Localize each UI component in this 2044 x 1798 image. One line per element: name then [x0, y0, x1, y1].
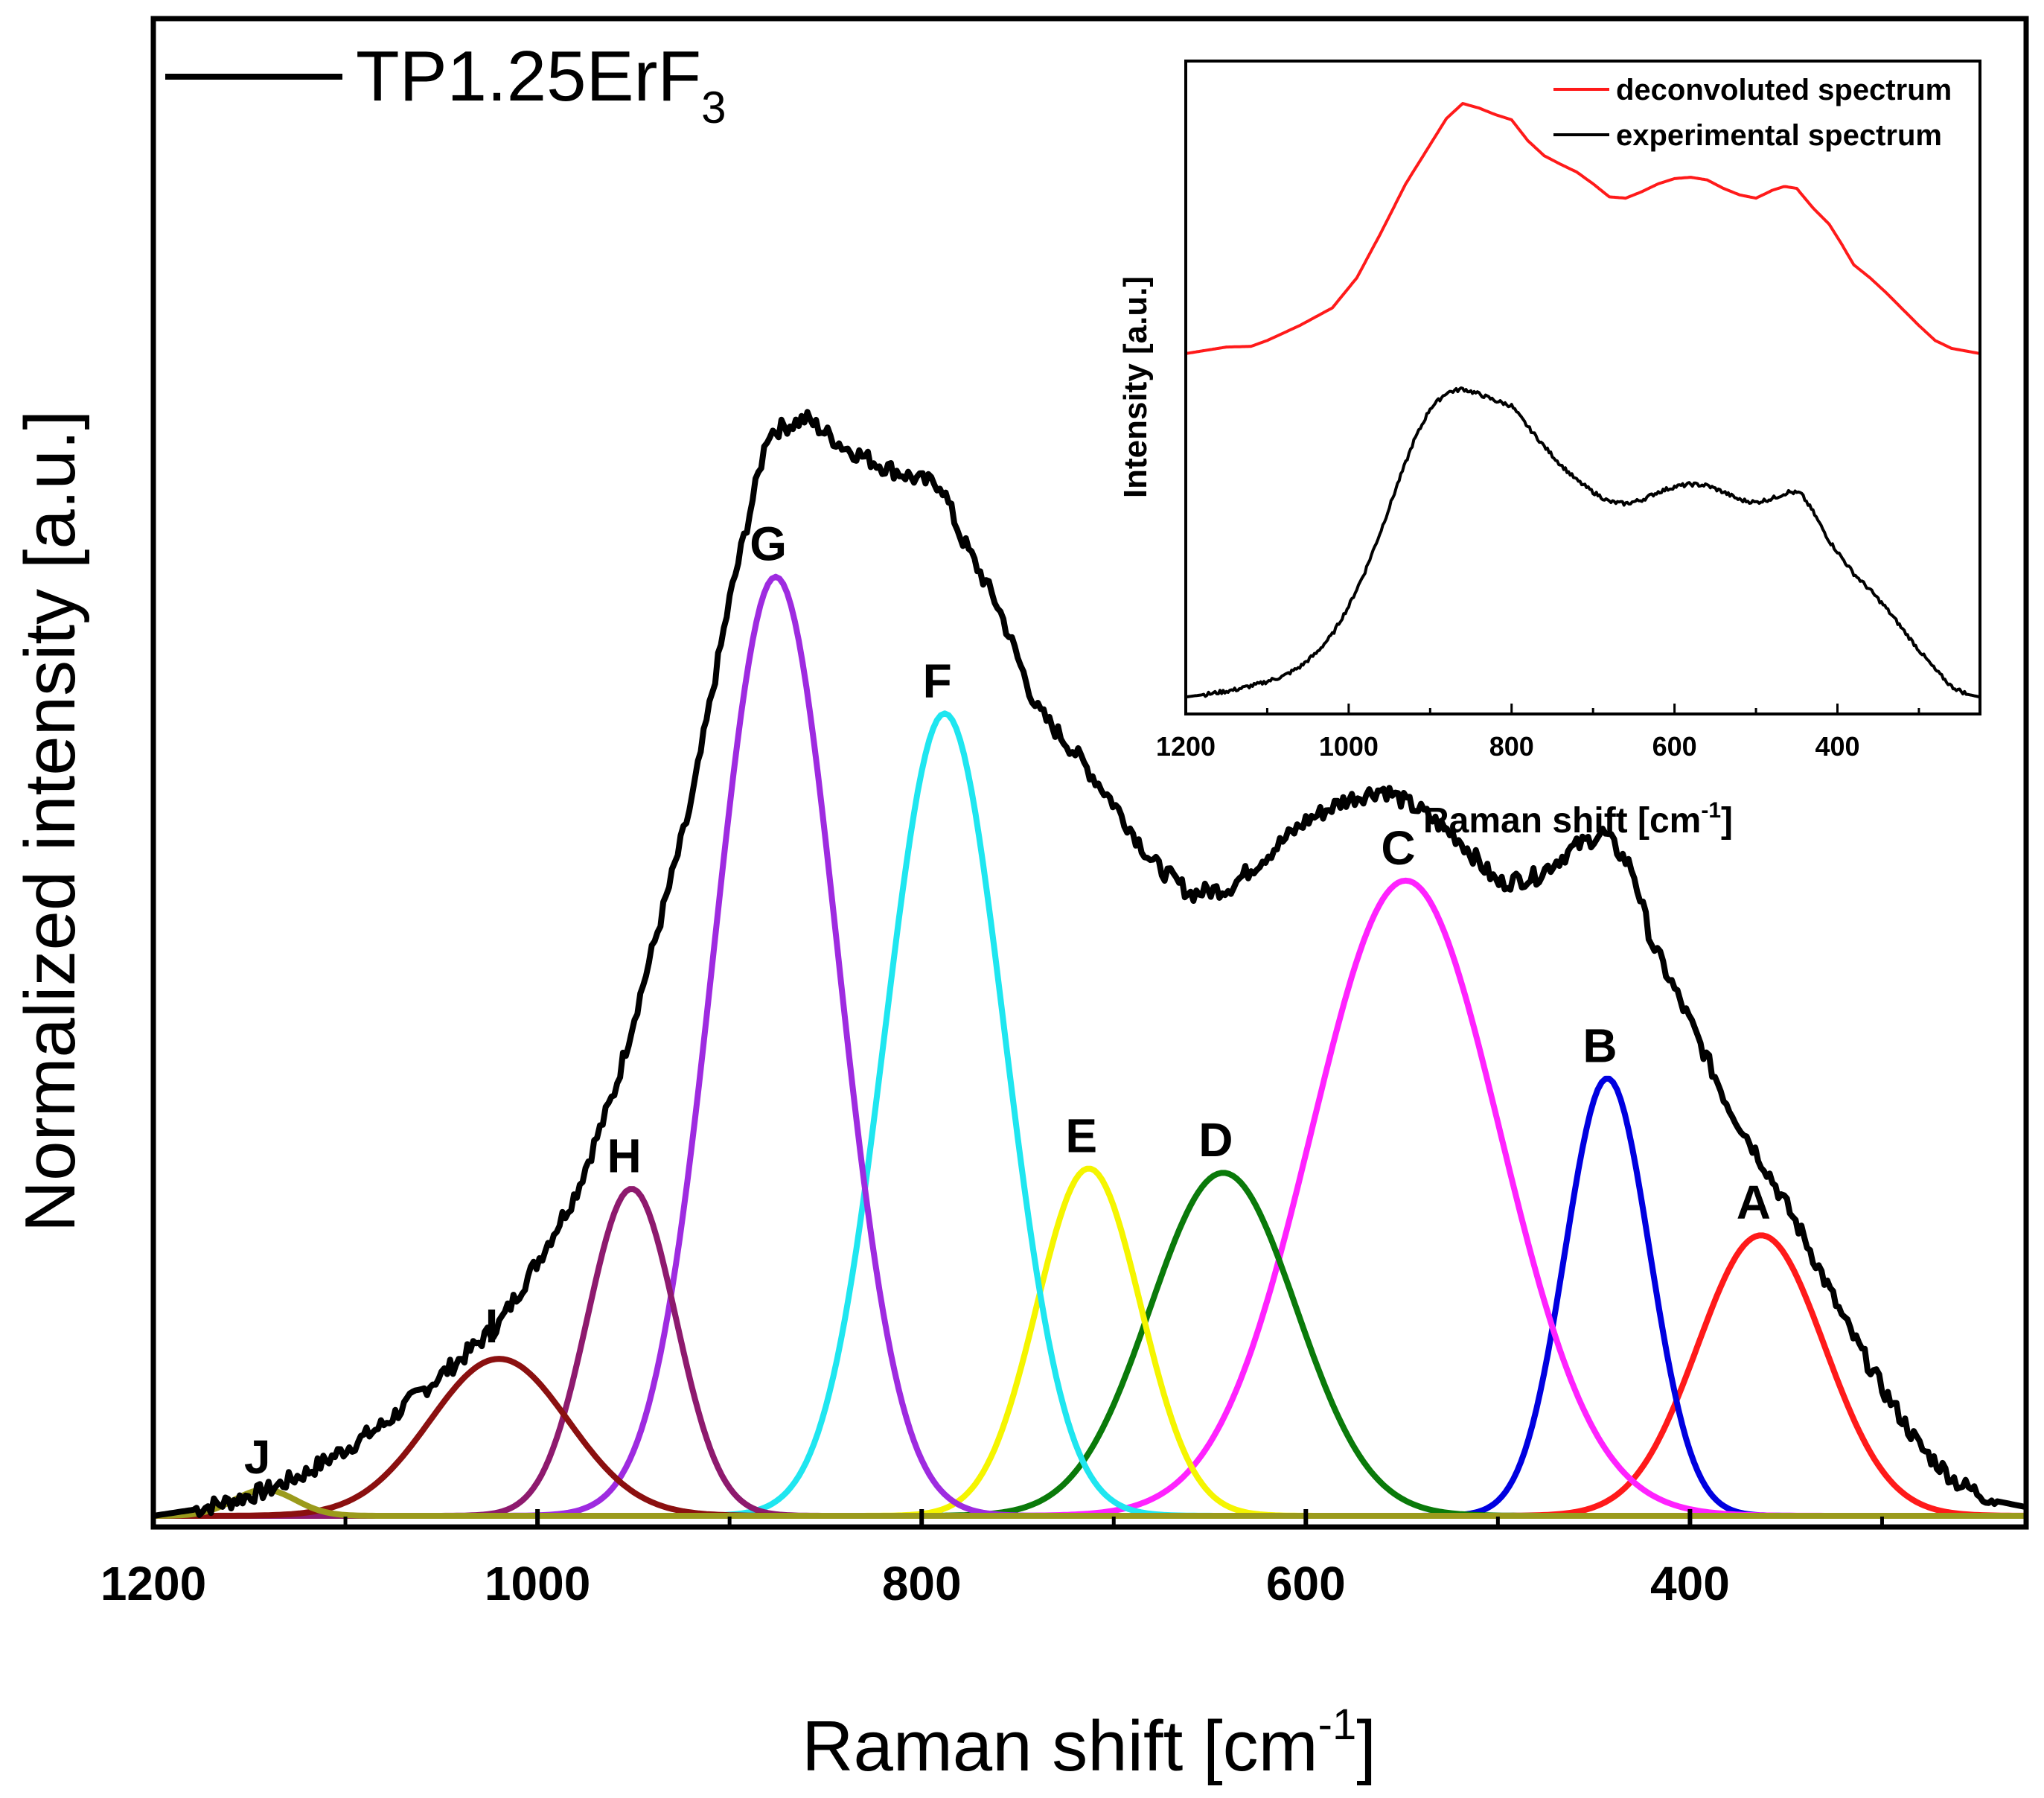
- main-plot-frame: [150, 16, 2029, 1530]
- component-peaks: [153, 573, 2025, 1519]
- main-x-axis: 1200 1000 800 600 400: [100, 1509, 1884, 1610]
- main-x-axis-label-sup: -1: [1318, 1700, 1357, 1749]
- inset-series-group: [1185, 102, 1980, 699]
- peak-curve-j: [153, 1486, 2025, 1519]
- legend-label-subscript: 3: [701, 83, 726, 133]
- inset-x-axis-label-close: ]: [1721, 801, 1733, 841]
- inset-x-tick-label-1200: 1200: [1156, 731, 1216, 762]
- main-x-axis-label: Raman shift [cm-1]: [802, 1700, 1376, 1786]
- inset-x-axis-label-text: Raman shift [cm: [1423, 801, 1701, 841]
- peak-label-e: E: [1065, 1109, 1097, 1162]
- peak-label-a: A: [1737, 1176, 1771, 1229]
- peak-labels: A B C D E F G H I J: [244, 517, 1771, 1484]
- peak-label-c: C: [1381, 821, 1415, 875]
- inset-plot-frame: [1184, 60, 1981, 715]
- legend-label-experimental: experimental spectrum: [1616, 119, 1942, 152]
- legend-label-tp125erf3: TP1.25ErF3: [356, 36, 726, 133]
- peak-label-j: J: [244, 1430, 271, 1484]
- x-tick-label-800: 800: [882, 1557, 962, 1610]
- peak-label-f: F: [923, 654, 952, 707]
- inset-line-experimental-spectrum: [1185, 386, 1980, 699]
- spectrum-line-group: [153, 409, 2027, 1519]
- x-tick-label-1000: 1000: [485, 1557, 590, 1610]
- main-x-axis-label-close: ]: [1356, 1706, 1376, 1786]
- x-tick-label-400: 400: [1650, 1557, 1730, 1610]
- peak-label-i: I: [485, 1299, 499, 1353]
- peak-label-g: G: [750, 517, 787, 571]
- inset-legend: deconvoluted spectrum experimental spect…: [1553, 74, 1952, 152]
- inset-x-axis-label-sup: -1: [1701, 798, 1721, 823]
- inset-x-tick-label-800: 800: [1489, 731, 1534, 762]
- main-plot: 1200 1000 800 600 400 A B C D E F G H I J Normalized …: [10, 16, 2029, 1786]
- peak-label-b: B: [1582, 1018, 1617, 1072]
- inset-x-tick-label-400: 400: [1815, 731, 1859, 762]
- legend-label-text: TP1.25ErF: [356, 36, 701, 116]
- legend-label-deconvoluted: deconvoluted spectrum: [1616, 74, 1952, 106]
- peak-label-d: D: [1198, 1113, 1233, 1167]
- main-x-axis-label-text: Raman shift [cm: [802, 1706, 1318, 1786]
- x-tick-label-1200: 1200: [100, 1557, 206, 1610]
- x-tick-label-600: 600: [1266, 1557, 1346, 1610]
- spectrum-line-tp1-25erf3: [153, 409, 2027, 1519]
- inset-line-deconvoluted-spectrum: [1185, 102, 1980, 355]
- inset-x-tick-label-1000: 1000: [1319, 731, 1379, 762]
- main-y-axis-label: Normalized intensity [a.u.]: [10, 410, 90, 1232]
- main-legend: TP1.25ErF3: [165, 36, 726, 133]
- inset-x-axis-label: Raman shift [cm-1]: [1423, 798, 1733, 841]
- inset-plot: 1200 1000 800 600 400 Intensity [a.u.] Raman…: [1117, 60, 1981, 841]
- inset-x-tick-label-600: 600: [1652, 731, 1697, 762]
- inset-x-axis: 1200 1000 800 600 400: [1156, 704, 1920, 762]
- inset-y-axis-label: Intensity [a.u.]: [1117, 276, 1154, 498]
- peak-label-h: H: [607, 1129, 641, 1183]
